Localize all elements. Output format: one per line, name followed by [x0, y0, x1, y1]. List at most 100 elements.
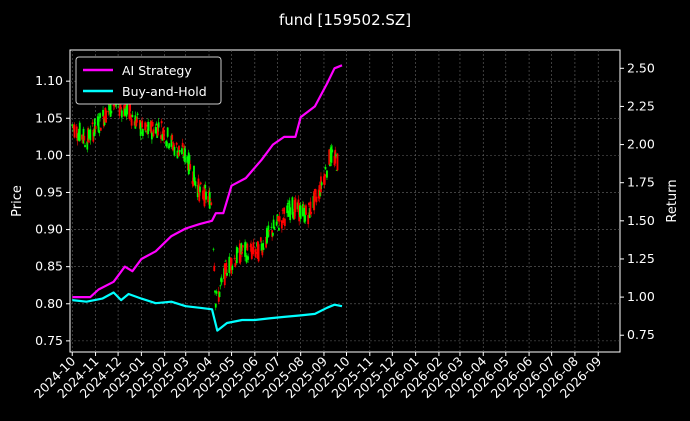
- candle-body-238: [320, 182, 323, 186]
- candle-body-191: [271, 232, 274, 236]
- candle-body-222: [304, 211, 307, 222]
- candle-body-196: [277, 215, 280, 222]
- price-tick-label-1.10: 1.10: [35, 73, 63, 88]
- candle-body-116: [193, 165, 195, 182]
- candle-body-179: [259, 237, 262, 242]
- candle-body-128: [205, 191, 207, 200]
- candle-body-203: [283, 218, 286, 227]
- candle-body-34: [107, 110, 110, 113]
- candle-body-133: [210, 202, 213, 205]
- candle-body-77: [151, 122, 154, 127]
- candle-body-134: [212, 248, 215, 250]
- price-tick-label-0.85: 0.85: [35, 259, 63, 274]
- candle-body-163: [241, 245, 244, 248]
- return-tick-label-1.25: 1.25: [627, 251, 655, 266]
- price-tick-label-1.05: 1.05: [35, 110, 63, 125]
- candle-body-104: [181, 148, 183, 155]
- candle-body-183: [262, 248, 265, 250]
- candle-body-194: [275, 221, 278, 226]
- return-axis: 0.75 1.00 1.25 1.50 1.75 2.00 2.25 2.50: [620, 60, 655, 342]
- candle-body-84: [160, 135, 162, 139]
- candle-body-236: [319, 190, 322, 196]
- candle-body-118: [194, 181, 197, 187]
- candle-body-88: [163, 129, 165, 140]
- candle-body-199: [280, 220, 283, 229]
- candle-body-224: [307, 215, 310, 225]
- candle-body-38: [110, 110, 113, 114]
- candle-body-205: [286, 203, 289, 204]
- candle-body-23: [94, 125, 97, 130]
- candle-body-132: [209, 199, 212, 201]
- candle-body-180: [260, 243, 263, 251]
- candle-body-233: [315, 196, 318, 203]
- candle-body-70: [144, 130, 147, 132]
- candle-body-130: [208, 190, 210, 193]
- candle-body-71: [145, 124, 148, 127]
- candle-body-148: [226, 273, 228, 276]
- candle-body-167: [246, 243, 249, 251]
- candle-body-218: [299, 205, 302, 219]
- candle-body-78: [152, 129, 155, 137]
- candle-body-146: [224, 260, 227, 262]
- candle-body-46: [119, 103, 122, 110]
- candle-body-250: [334, 149, 337, 164]
- candle-body-161: [240, 243, 243, 255]
- candle-body-126: [203, 185, 206, 207]
- candle-body-56: [129, 114, 132, 120]
- candle-body-207: [288, 200, 291, 211]
- candle-body-252: [335, 169, 338, 171]
- candle-body-0: [71, 124, 74, 126]
- candle-body-47: [120, 107, 122, 109]
- candle-body-91: [166, 127, 169, 137]
- return-tick-label-1.75: 1.75: [627, 175, 655, 190]
- candle-body-50: [123, 108, 126, 116]
- return-tick-label-2.25: 2.25: [627, 98, 655, 113]
- candle-body-14: [86, 141, 89, 150]
- candle-body-220: [302, 206, 305, 208]
- candle-body-157: [235, 247, 238, 264]
- candle-body-12: [83, 135, 86, 141]
- candle-body-175: [255, 252, 258, 254]
- candle-body-65: [139, 122, 142, 136]
- legend-label-buy-and-hold: Buy-and-Hold: [122, 84, 207, 99]
- candle-body-170: [250, 243, 252, 252]
- candle-body-192: [272, 219, 275, 229]
- candle-body-21: [93, 132, 95, 137]
- candle-body-193: [273, 226, 276, 230]
- candle-body-155: [234, 263, 237, 267]
- candle-body-3: [73, 124, 76, 138]
- candle-body-108: [184, 148, 186, 163]
- y2-axis-label: Return: [665, 179, 680, 222]
- candle-body-248: [331, 149, 334, 153]
- candle-body-117: [193, 177, 196, 185]
- candle-body-247: [330, 146, 333, 163]
- candle-body-9: [81, 134, 83, 140]
- candle-body-137: [214, 303, 217, 308]
- candle-body-35: [108, 104, 110, 111]
- candle-body-86: [161, 134, 164, 141]
- chart-title: fund [159502.SZ]: [279, 11, 411, 29]
- candle-body-145: [223, 263, 226, 286]
- candle-body-120: [197, 178, 200, 193]
- candle-body-105: [181, 142, 184, 147]
- candle-body-123: [199, 182, 202, 185]
- candle-body-53: [126, 101, 129, 115]
- candle-body-19: [91, 122, 94, 125]
- candle-body-245: [329, 164, 331, 167]
- candle-body-27: [99, 113, 101, 118]
- candle-body-73: [147, 121, 150, 134]
- candle-body-138: [215, 291, 218, 294]
- candle-body-75: [150, 121, 153, 134]
- candle-body-96: [172, 145, 174, 151]
- candle-body-112: [188, 155, 191, 171]
- price-tick-label-0.95: 0.95: [35, 184, 63, 199]
- candle-body-67: [141, 120, 144, 128]
- candle-body-173: [252, 242, 255, 254]
- candle-body-166: [245, 255, 248, 263]
- candle-body-16: [87, 129, 90, 139]
- candle-body-253: [336, 153, 339, 171]
- candle-body-93: [168, 143, 171, 149]
- candle-body-127: [204, 184, 207, 189]
- price-axis: 0.75 0.80 0.85 0.90 0.95 1.00 1.05 1.10: [35, 73, 70, 348]
